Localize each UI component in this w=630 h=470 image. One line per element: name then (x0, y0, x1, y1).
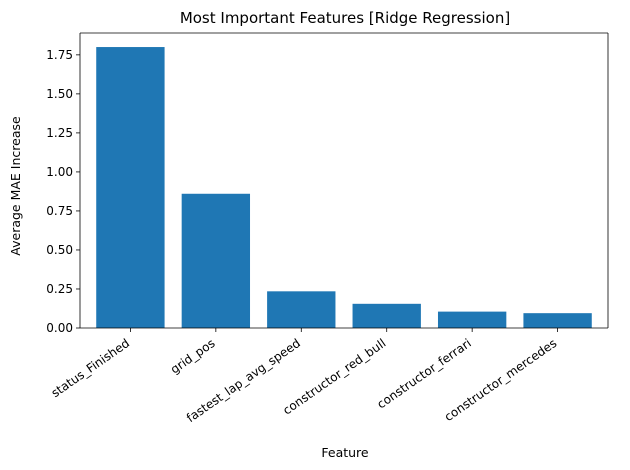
bar-grid-pos (181, 193, 251, 328)
bar-fastest-lap-avg-speed (267, 291, 336, 328)
y-tick-label: 1.75 (46, 48, 73, 62)
y-tick-label: 1.00 (46, 165, 73, 179)
y-tick-label: 0.75 (46, 204, 73, 218)
y-axis-label: Average MAE Increase (8, 116, 23, 256)
bar-constructor-mercedes (523, 313, 592, 328)
bar-status-Finished (96, 47, 165, 329)
x-tick-label: grid_pos (168, 336, 218, 377)
chart-title: Most Important Features [Ridge Regressio… (180, 9, 510, 27)
y-tick-label: 1.50 (46, 87, 73, 101)
y-tick-label: 0.25 (46, 282, 73, 296)
x-tick-label: status_Finished (49, 336, 132, 400)
y-tick-label: 0.00 (46, 321, 73, 335)
x-axis-label: Feature (321, 445, 369, 460)
bar-constructor-ferrari (437, 311, 507, 328)
y-tick-label: 1.25 (46, 126, 73, 140)
bar-constructor-red-bull (352, 303, 421, 328)
y-tick-label: 0.50 (46, 243, 73, 257)
plot-area: 0.00 0.25 0.50 0.75 1.00 1.25 1.50 1.75 status_F… (46, 32, 609, 425)
